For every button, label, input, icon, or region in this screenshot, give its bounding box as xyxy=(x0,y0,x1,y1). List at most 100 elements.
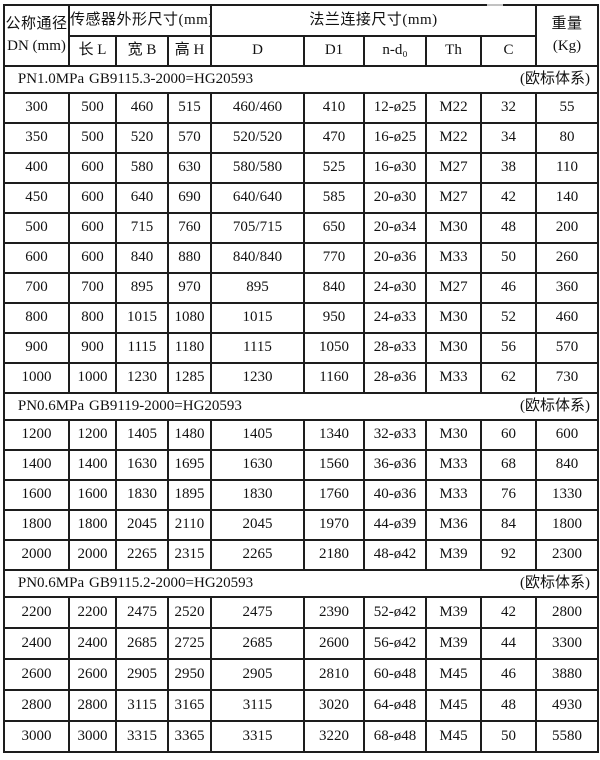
cell-height-h: 2315 xyxy=(167,539,212,571)
cell-weight: 1800 xyxy=(535,509,600,541)
cell-n-d0: 48-ø42 xyxy=(363,539,427,571)
table-row: 2400 2400 2685 2725 2685 2600 56-ø42 M39 44 3300 xyxy=(3,627,600,660)
cell-c: 62 xyxy=(479,362,538,394)
cell-n-d0: 20-ø36 xyxy=(363,242,427,274)
section-note: (欧标体系) xyxy=(520,397,591,414)
cell-height-h: 1480 xyxy=(167,419,212,451)
section-header-row: PN1.0MPa GB9115.3-2000=HG20593 (欧标体系) xyxy=(2,65,600,94)
cell-c: 42 xyxy=(479,596,538,629)
cell-dn: 1200 xyxy=(3,419,70,451)
cell-length-l: 1600 xyxy=(68,479,117,511)
cell-c: 42 xyxy=(479,182,538,214)
cell-width-b: 640 xyxy=(115,182,169,214)
cell-length-l: 2200 xyxy=(68,596,117,629)
cell-th: M39 xyxy=(425,627,482,660)
table-row: 450 600 640 690 640/640 585 20-ø30 M27 42 140 xyxy=(3,182,600,214)
cell-height-h: 760 xyxy=(167,212,212,244)
cell-weight: 460 xyxy=(535,302,600,334)
cell-d1: 2600 xyxy=(303,627,365,660)
cell-width-b: 715 xyxy=(115,212,169,244)
cell-n-d0: 24-ø33 xyxy=(363,302,427,334)
cell-height-h: 690 xyxy=(167,182,212,214)
table-row: 1800 1800 2045 2110 2045 1970 44-ø39 M36 84 1800 xyxy=(3,509,600,541)
cell-width-b: 460 xyxy=(115,92,169,124)
cell-length-l: 600 xyxy=(68,212,117,244)
cell-height-h: 630 xyxy=(167,152,212,184)
cell-height-h: 1180 xyxy=(167,332,212,364)
cell-height-h: 1285 xyxy=(167,362,212,394)
cell-th: M39 xyxy=(425,539,482,571)
cell-weight: 110 xyxy=(535,152,600,184)
cell-dn: 2600 xyxy=(3,658,70,691)
cell-th: M27 xyxy=(425,272,482,304)
cell-weight: 5580 xyxy=(535,720,600,753)
cell-width-b: 1115 xyxy=(115,332,169,364)
cell-th: M45 xyxy=(425,658,482,691)
cell-width-b: 2685 xyxy=(115,627,169,660)
cell-n-d0: 40-ø36 xyxy=(363,479,427,511)
cell-height-h: 570 xyxy=(167,122,212,154)
cell-d1: 3020 xyxy=(303,689,365,722)
cell-c: 92 xyxy=(479,539,538,571)
cell-length-l: 500 xyxy=(68,92,117,124)
cell-n-d0: 56-ø42 xyxy=(363,627,427,660)
cell-th: M45 xyxy=(425,720,482,753)
header-d: D xyxy=(210,35,305,67)
table-row: 2600 2600 2905 2950 2905 2810 60-ø48 M45 46 3880 xyxy=(3,658,600,691)
cell-th: M33 xyxy=(425,362,482,394)
cell-height-h: 1080 xyxy=(167,302,212,334)
cell-width-b: 840 xyxy=(115,242,169,274)
table-row: 800 800 1015 1080 1015 950 24-ø33 M30 52 460 xyxy=(3,302,600,334)
cell-c: 34 xyxy=(479,122,538,154)
cell-width-b: 1830 xyxy=(115,479,169,511)
header-dn-line2: DN (mm) xyxy=(7,37,66,54)
cell-n-d0: 28-ø33 xyxy=(363,332,427,364)
table-row: 1200 1200 1405 1480 1405 1340 32-ø33 M30 60 600 xyxy=(3,419,600,451)
cell-n-d0: 44-ø39 xyxy=(363,509,427,541)
cell-d: 2045 xyxy=(210,509,305,541)
cell-height-h: 1895 xyxy=(167,479,212,511)
cell-dn: 3000 xyxy=(3,720,70,753)
section-note: (欧标体系) xyxy=(520,574,591,591)
cell-d1: 410 xyxy=(303,92,365,124)
cell-weight: 570 xyxy=(535,332,600,364)
cell-d1: 950 xyxy=(303,302,365,334)
section-header-cell: PN1.0MPa GB9115.3-2000=HG20593 (欧标体系) xyxy=(2,65,600,94)
cell-dn: 300 xyxy=(3,92,70,124)
section-header-cell: PN0.6MPa GB9119-2000=HG20593 (欧标体系) xyxy=(2,392,600,421)
cell-weight: 600 xyxy=(535,419,600,451)
table-row: 3000 3000 3315 3365 3315 3220 68-ø48 M45 50 5580 xyxy=(3,720,600,753)
cell-width-b: 3115 xyxy=(115,689,169,722)
cell-length-l: 2400 xyxy=(68,627,117,660)
section-pressure-rating: PN1.0MPa xyxy=(17,70,85,87)
cell-n-d0: 20-ø30 xyxy=(363,182,427,214)
cell-th: M36 xyxy=(425,509,482,541)
cell-height-h: 2950 xyxy=(167,658,212,691)
cell-length-l: 500 xyxy=(68,122,117,154)
cell-d: 2475 xyxy=(210,596,305,629)
cell-height-h: 515 xyxy=(167,92,212,124)
cell-height-h: 2110 xyxy=(167,509,212,541)
cell-length-l: 600 xyxy=(68,152,117,184)
cell-width-b: 1630 xyxy=(115,449,169,481)
header-flange-connection-group: 法兰连接尺寸(mm) xyxy=(209,4,538,37)
cell-weight: 140 xyxy=(535,182,600,214)
cropped-text-artifact xyxy=(487,4,503,6)
cell-n-d0: 52-ø42 xyxy=(363,596,427,629)
section-standard: GB9115.2-2000=HG20593 xyxy=(89,574,254,591)
cell-d1: 1760 xyxy=(303,479,365,511)
cell-d: 460/460 xyxy=(210,92,305,124)
cell-c: 68 xyxy=(479,449,538,481)
cell-n-d0: 60-ø48 xyxy=(363,658,427,691)
section-standard: GB9119-2000=HG20593 xyxy=(89,397,242,414)
cell-c: 48 xyxy=(479,689,538,722)
cell-weight: 2800 xyxy=(535,596,600,629)
header-length-l: 长 L xyxy=(68,35,117,67)
cell-d1: 1160 xyxy=(303,362,365,394)
cell-d1: 2390 xyxy=(303,596,365,629)
cell-th: M33 xyxy=(425,449,482,481)
cell-dn: 700 xyxy=(3,272,70,304)
cell-c: 52 xyxy=(479,302,538,334)
cell-d1: 1560 xyxy=(303,449,365,481)
cell-dn: 2800 xyxy=(3,689,70,722)
